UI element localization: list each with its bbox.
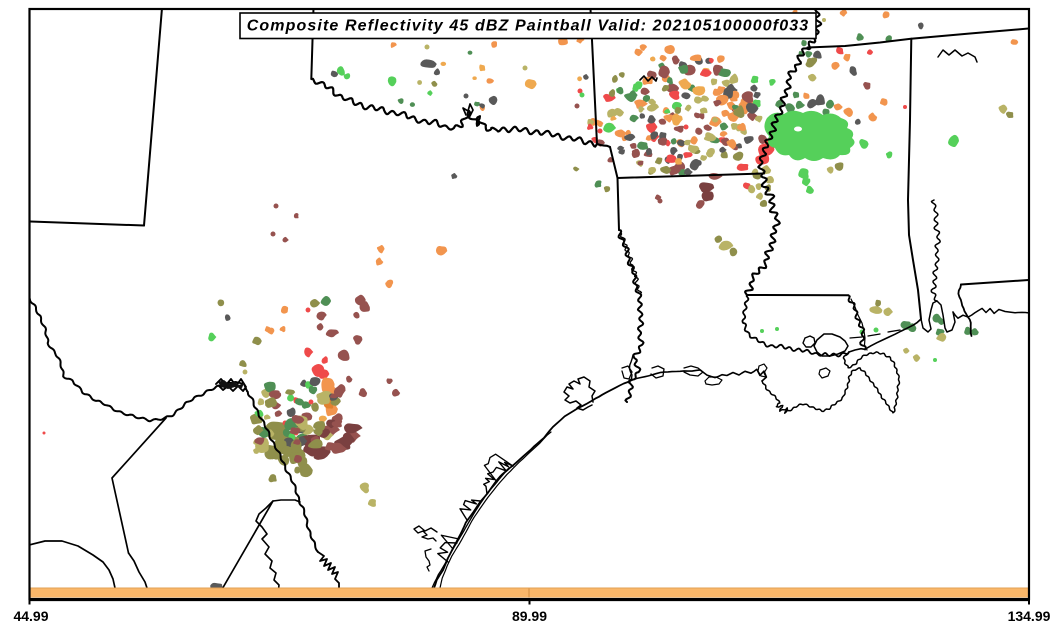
svg-text:134.99: 134.99 bbox=[1008, 608, 1051, 624]
svg-text:44.99: 44.99 bbox=[13, 608, 48, 624]
svg-text:Composite Reflectivity 45 dBZ: Composite Reflectivity 45 dBZ Paintball … bbox=[247, 18, 810, 35]
svg-text:89.99: 89.99 bbox=[512, 608, 547, 624]
